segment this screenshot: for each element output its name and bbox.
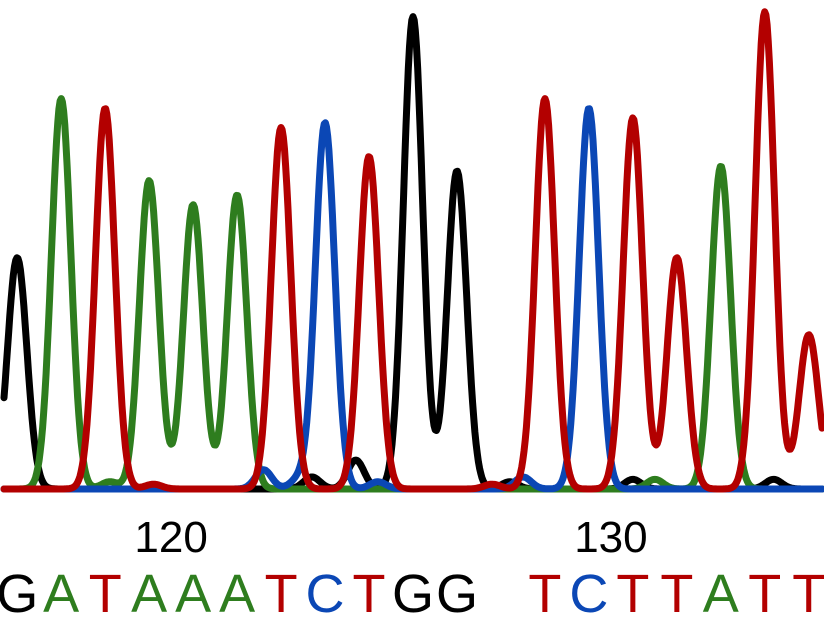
base-call-A: A	[219, 564, 255, 618]
base-call-C: C	[306, 564, 345, 618]
base-call-T: T	[616, 564, 649, 618]
base-call-T: T	[265, 564, 298, 618]
base-call-A: A	[703, 564, 739, 618]
position-label-130: 130	[574, 513, 647, 562]
base-call-A: A	[43, 564, 79, 618]
base-call-T: T	[792, 564, 824, 618]
base-call-T: T	[353, 564, 386, 618]
base-call-T: T	[660, 564, 693, 618]
base-call-C: C	[569, 564, 608, 618]
base-call-A: A	[175, 564, 211, 618]
base-call-G: G	[392, 564, 434, 618]
base-call-G: G	[0, 564, 38, 618]
trace-G	[0, 13, 824, 493]
position-label-120: 120	[134, 513, 207, 562]
position-tick-labels: 120 130	[134, 513, 647, 562]
base-call-G: G	[436, 564, 478, 618]
base-call-T: T	[748, 564, 781, 618]
base-call-T: T	[89, 564, 122, 618]
trace-T	[0, 8, 824, 493]
trace-group	[0, 8, 824, 493]
base-call-A: A	[131, 564, 167, 618]
base-call-T: T	[528, 564, 561, 618]
